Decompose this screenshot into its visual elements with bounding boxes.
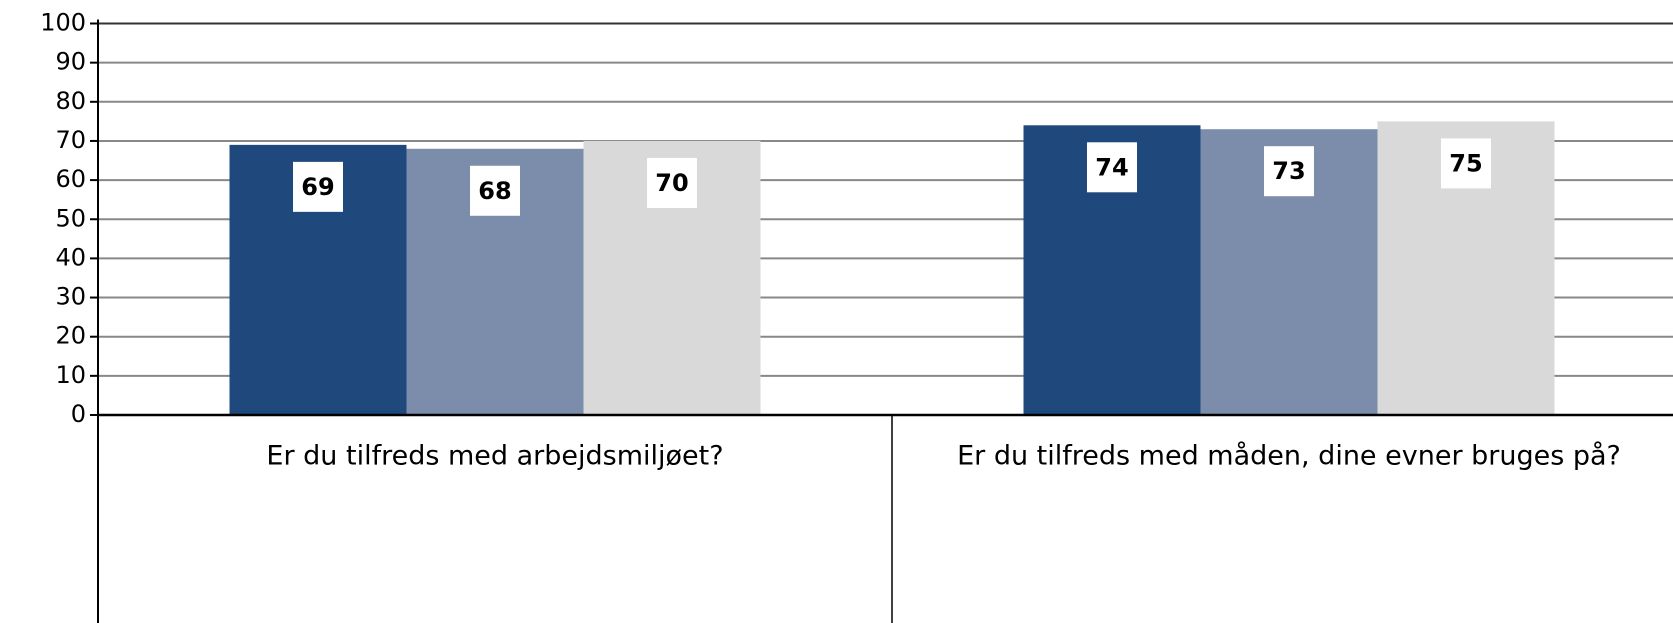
- y-tick-label: 90: [55, 48, 86, 76]
- y-tick-label: 70: [55, 126, 86, 154]
- y-tick-label: 40: [55, 243, 86, 271]
- value-label-box: [293, 161, 343, 212]
- x-tick-label: Er du tilfreds med måden, dine evner bru…: [957, 441, 1621, 472]
- value-label: 73: [1272, 157, 1305, 185]
- value-label-box: [470, 165, 520, 216]
- value-label: 75: [1449, 149, 1482, 177]
- value-label-box: [1264, 146, 1314, 197]
- value-label: 69: [301, 173, 334, 201]
- x-tick-label: Er du tilfreds med arbejdsmiljøet?: [266, 441, 723, 472]
- y-tick-label: 30: [55, 283, 86, 311]
- value-label-box: [647, 157, 697, 208]
- y-tick-label: 60: [55, 165, 86, 193]
- y-tick-label: 0: [71, 400, 86, 428]
- value-label: 74: [1095, 153, 1128, 181]
- y-tick-label: 80: [55, 87, 86, 115]
- y-tick-label: 10: [55, 361, 86, 389]
- y-tick-label: 50: [55, 204, 86, 232]
- value-label: 70: [655, 169, 688, 197]
- value-label: 68: [478, 177, 511, 205]
- y-tick-label: 20: [55, 322, 86, 350]
- y-tick-label: 100: [40, 9, 86, 37]
- value-label-box: [1441, 138, 1491, 189]
- value-label-box: [1087, 142, 1137, 193]
